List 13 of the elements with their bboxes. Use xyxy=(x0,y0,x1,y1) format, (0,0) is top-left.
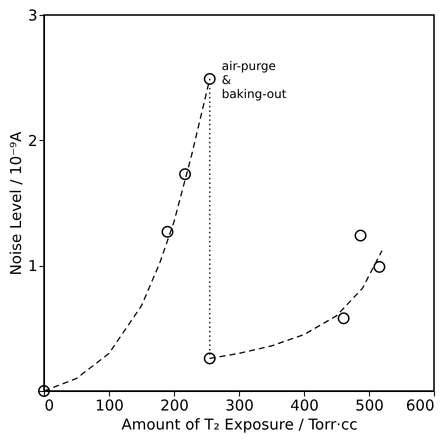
x-tick-label: 300 xyxy=(225,396,254,414)
y-axis-title: Noise Level / 10⁻⁹A xyxy=(6,130,25,276)
x-axis-title: Amount of T₂ Exposure / Torr·cc xyxy=(121,416,358,434)
x-tick-label: 0 xyxy=(44,396,54,414)
y-tick-label: 1 xyxy=(28,257,38,276)
y-tick-label: 2 xyxy=(28,132,38,150)
annotation: air-purge & baking-out xyxy=(222,58,287,101)
x-tick-label: 600 xyxy=(406,396,434,414)
x-tick-label: 500 xyxy=(355,396,384,414)
y-tick-label: 3 xyxy=(28,6,38,24)
x-tick-label: 200 xyxy=(160,396,189,414)
x-tick-label: 400 xyxy=(290,396,319,414)
x-tick-label: 100 xyxy=(95,396,124,414)
